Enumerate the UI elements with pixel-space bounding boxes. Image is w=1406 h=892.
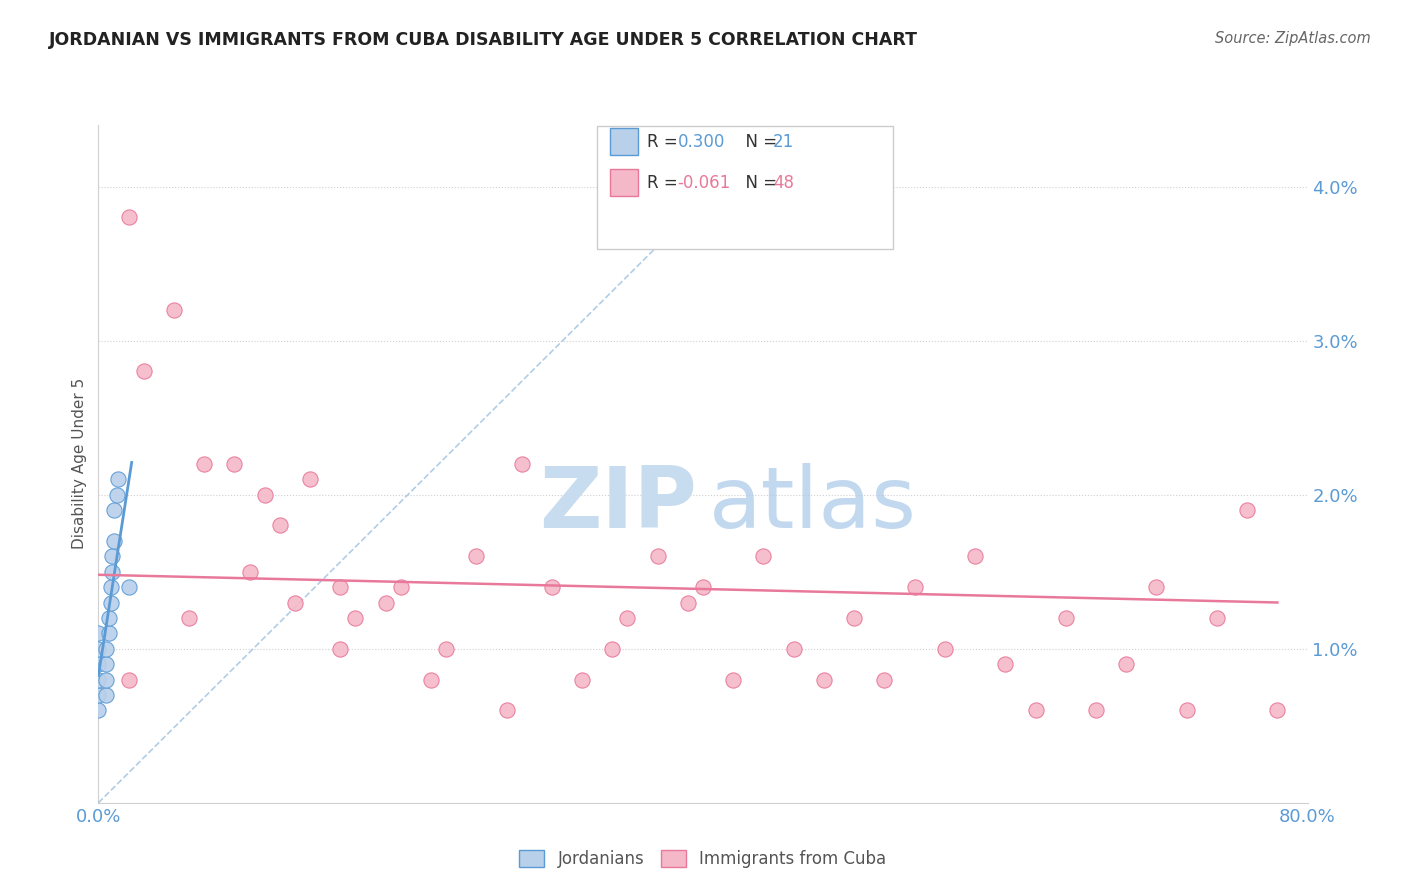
Point: [994, 657, 1017, 672]
Point: [132, 364, 155, 378]
Point: [103, 503, 125, 517]
Point: [299, 472, 322, 486]
Point: [239, 565, 262, 579]
Point: [105, 488, 128, 502]
Point: [101, 549, 124, 564]
Point: [934, 641, 956, 656]
Point: [1085, 703, 1108, 717]
Point: [193, 457, 215, 471]
Point: [118, 580, 141, 594]
Point: [87, 626, 110, 640]
Point: [374, 595, 396, 609]
Point: [602, 641, 624, 656]
Point: [1144, 580, 1167, 594]
Point: [87, 641, 110, 656]
Point: [253, 488, 276, 502]
Point: [813, 673, 835, 687]
Point: [94, 641, 117, 656]
Legend: Jordanians, Immigrants from Cuba: Jordanians, Immigrants from Cuba: [513, 843, 893, 875]
Point: [87, 657, 110, 672]
Point: [98, 611, 121, 625]
Point: [118, 673, 141, 687]
Point: [107, 472, 129, 486]
Point: [284, 595, 307, 609]
Point: [344, 611, 367, 625]
Point: [100, 595, 122, 609]
Text: 21: 21: [773, 133, 794, 151]
Text: atlas: atlas: [709, 463, 917, 546]
Point: [329, 580, 352, 594]
Text: N =: N =: [735, 174, 783, 192]
Point: [94, 673, 117, 687]
Point: [1267, 703, 1289, 717]
Point: [571, 673, 593, 687]
Point: [783, 641, 806, 656]
Point: [844, 611, 866, 625]
Point: [540, 580, 562, 594]
Point: [87, 703, 110, 717]
Point: [100, 580, 122, 594]
Point: [1206, 611, 1229, 625]
Point: [118, 211, 141, 225]
Point: [723, 673, 745, 687]
Point: [103, 533, 125, 548]
Text: R =: R =: [647, 133, 683, 151]
Point: [179, 611, 201, 625]
Text: R =: R =: [647, 174, 683, 192]
Point: [1115, 657, 1137, 672]
Point: [1175, 703, 1198, 717]
Point: [87, 688, 110, 702]
Point: [647, 549, 669, 564]
Point: [752, 549, 775, 564]
Point: [224, 457, 246, 471]
Text: -0.061: -0.061: [678, 174, 731, 192]
Point: [389, 580, 412, 594]
Point: [87, 673, 110, 687]
Text: JORDANIAN VS IMMIGRANTS FROM CUBA DISABILITY AGE UNDER 5 CORRELATION CHART: JORDANIAN VS IMMIGRANTS FROM CUBA DISABI…: [49, 31, 918, 49]
Point: [904, 580, 927, 594]
Text: 48: 48: [773, 174, 794, 192]
Point: [98, 626, 121, 640]
Point: [101, 565, 124, 579]
Point: [873, 673, 896, 687]
Y-axis label: Disability Age Under 5: Disability Age Under 5: [72, 378, 87, 549]
Point: [965, 549, 987, 564]
Point: [510, 457, 533, 471]
Point: [692, 580, 714, 594]
Point: [269, 518, 291, 533]
Point: [495, 703, 517, 717]
Text: Source: ZipAtlas.com: Source: ZipAtlas.com: [1215, 31, 1371, 46]
Point: [329, 641, 352, 656]
Point: [420, 673, 443, 687]
Text: N =: N =: [735, 133, 783, 151]
Point: [676, 595, 699, 609]
Text: 0.300: 0.300: [678, 133, 725, 151]
Point: [465, 549, 488, 564]
Point: [1236, 503, 1258, 517]
Point: [163, 302, 186, 317]
Point: [434, 641, 457, 656]
Point: [94, 657, 117, 672]
Point: [616, 611, 638, 625]
Text: ZIP: ZIP: [540, 463, 697, 546]
Point: [94, 688, 117, 702]
Point: [1024, 703, 1046, 717]
Point: [1054, 611, 1077, 625]
